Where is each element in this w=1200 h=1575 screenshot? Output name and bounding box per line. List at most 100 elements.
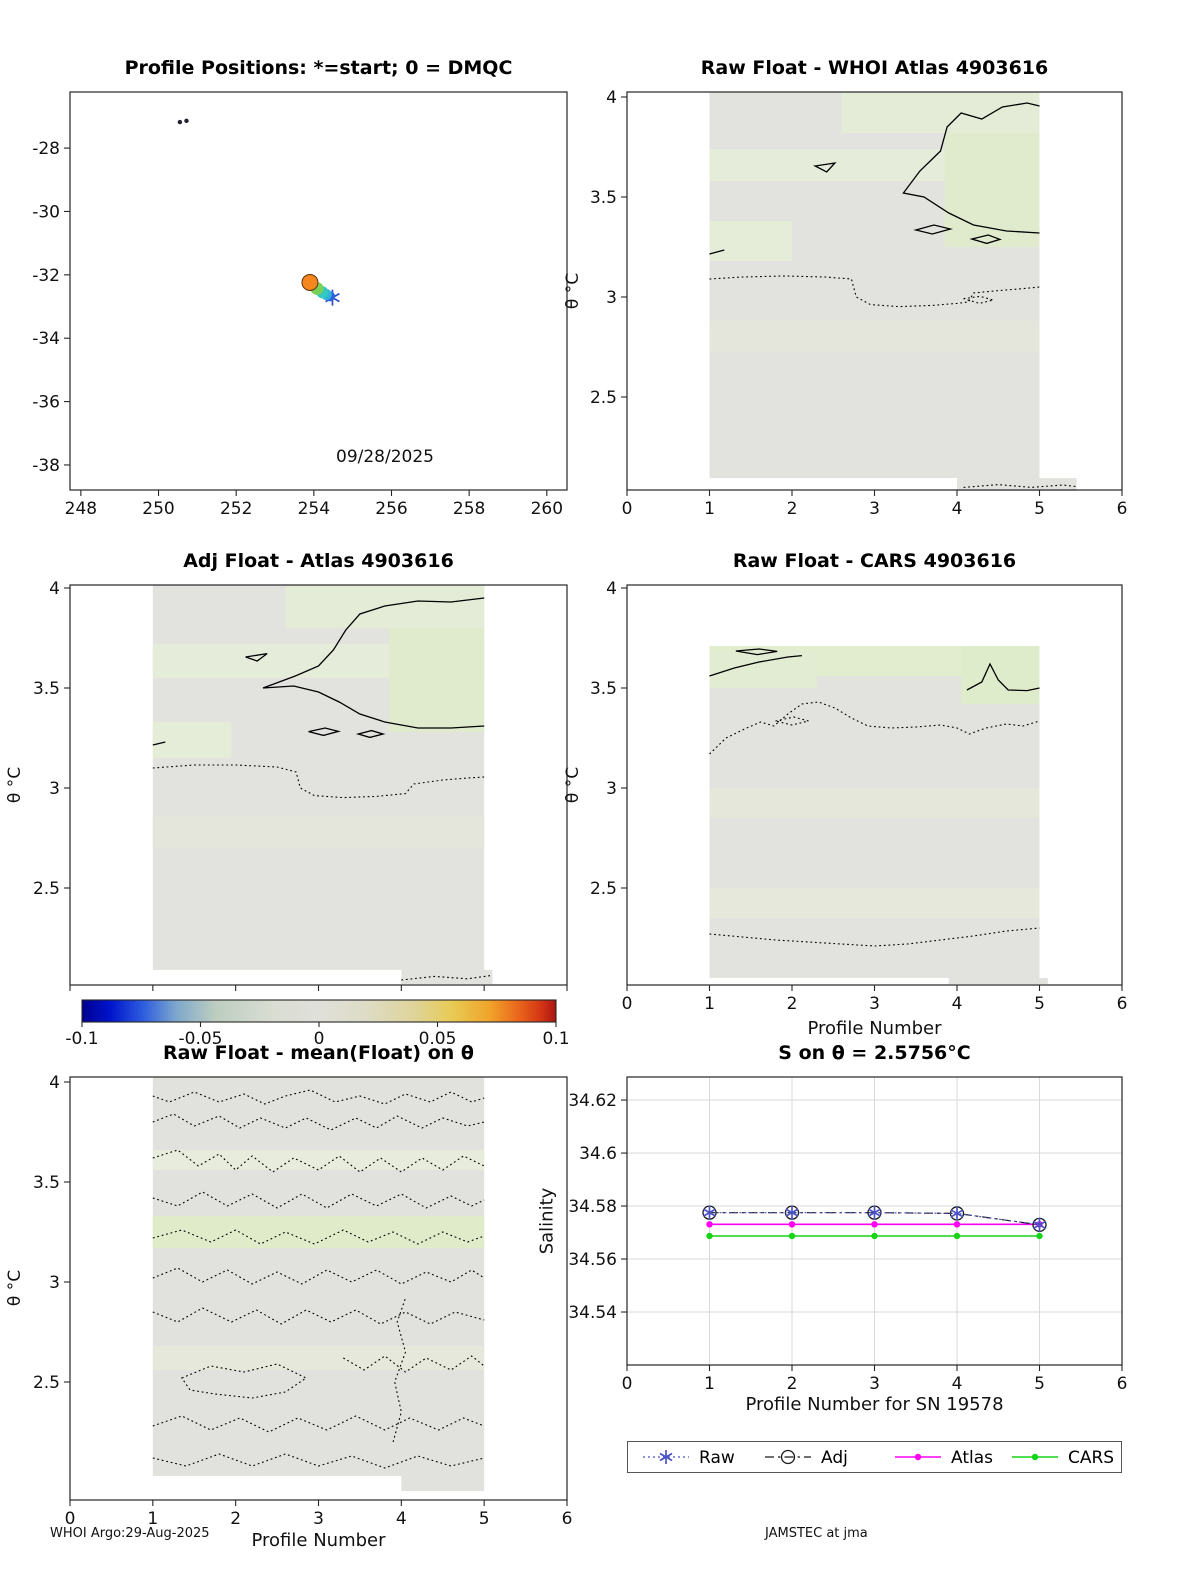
- colorbar-gradient: [81, 999, 557, 1023]
- axis-box: [69, 91, 568, 491]
- raw-cars-plot: 0 1 2 3 4 5 6 2.5 3 3.5 4: [590, 579, 1127, 1014]
- legend-label: CARS: [1068, 1448, 1114, 1468]
- cars-xlabel: Profile Number: [807, 1018, 942, 1039]
- tick-label: -32: [32, 266, 60, 286]
- pcolor-patch: [709, 788, 1040, 818]
- adj-atlas-plot: 2.5 3 3.5 4: [33, 579, 568, 991]
- colorbar-tick-label: -0.1: [65, 1029, 98, 1049]
- tick-label: 4: [49, 579, 60, 599]
- colorbar-tick-label: 0.1: [542, 1029, 569, 1049]
- s-series-plot: 0 1 2 3 4 5 6 34.54 34.56 34.58 34.6 34.62: [568, 1076, 1127, 1394]
- contour-solid: [735, 648, 778, 656]
- adj-atlas-title: Adj Float - Atlas 4903616: [183, 550, 454, 572]
- pcolor-patch: [709, 652, 817, 688]
- tick-label: 2: [230, 1509, 241, 1529]
- asterisk-marker: [868, 1208, 881, 1217]
- pcolor-patch: [961, 646, 1040, 704]
- contour-solid: [966, 662, 1040, 692]
- dot-marker: [953, 1232, 961, 1240]
- tick-label: 1: [704, 1374, 715, 1394]
- pcolor-patch: [152, 1150, 485, 1170]
- tick-label: 2: [787, 499, 798, 519]
- adj-atlas-ylabel: θ °C: [5, 766, 25, 804]
- tick-label: 4: [606, 88, 617, 108]
- pcolor-patch: [948, 978, 1048, 984]
- tick-label: 34.6: [579, 1144, 617, 1164]
- tick-label: 5: [1034, 499, 1045, 519]
- dot-marker: [706, 1232, 713, 1240]
- legend-label: Atlas: [951, 1448, 993, 1468]
- tick-label: 3: [606, 779, 617, 799]
- tick-label: 6: [562, 1509, 573, 1529]
- contour-dotted: [343, 1355, 485, 1373]
- pcolor-patch: [401, 1476, 485, 1491]
- dot-marker: [1036, 1232, 1043, 1240]
- legend-label: Raw: [699, 1448, 735, 1468]
- contour-dotted: [709, 927, 1040, 947]
- tick-label: 0: [622, 499, 633, 519]
- contour-solid: [355, 729, 386, 739]
- pcolor-patch: [401, 970, 493, 984]
- tick-label: 6: [1117, 1374, 1128, 1394]
- tick-label: 6: [1117, 499, 1128, 519]
- profile-position-dot: [301, 273, 319, 291]
- contour-solid: [913, 224, 953, 235]
- map-plot: 248 250 252 254 256 258 260 -38 -36 -34 -32 -30 -28: [32, 91, 568, 519]
- dot-marker: [871, 1221, 878, 1228]
- contour-dotted: [152, 1267, 485, 1285]
- pcolor-patch: [152, 1077, 485, 1476]
- dot-marker: [871, 1232, 878, 1240]
- s-xlabel: Profile Number for SN 19578: [745, 1394, 1004, 1415]
- asterisk-marker: [659, 1452, 673, 1462]
- tick-label: 2: [787, 994, 798, 1014]
- tick-label: 2: [787, 1374, 798, 1394]
- asterisk-marker: [785, 1208, 799, 1217]
- contour-dotted: [401, 975, 491, 981]
- tick-label: 3: [49, 779, 60, 799]
- contour-solid: [709, 654, 802, 677]
- tick-label: 3: [869, 994, 880, 1014]
- dot-marker: [788, 1221, 796, 1228]
- tick-label: 3: [869, 1374, 880, 1394]
- tick-label: 4: [952, 499, 963, 519]
- tick-label: 258: [453, 499, 485, 519]
- dot-marker: [788, 1232, 796, 1240]
- contour-dotted: [152, 1307, 485, 1325]
- tick-label: 2.5: [33, 879, 60, 899]
- map-date-label: 09/28/2025: [336, 447, 434, 467]
- contour-dotted: [392, 1297, 407, 1443]
- contour-solid: [709, 249, 725, 255]
- pcolor-patch: [957, 478, 1077, 491]
- tick-label: -30: [32, 202, 60, 222]
- tick-label: -34: [32, 329, 60, 349]
- tick-label: 0: [622, 994, 633, 1014]
- pcolor-patch: [944, 133, 1040, 247]
- tick-label: 5: [479, 1509, 490, 1529]
- tick-label: 0: [622, 1374, 633, 1394]
- tick-label: 34.58: [568, 1197, 617, 1217]
- contour-dotted: [152, 1229, 485, 1245]
- tick-label: 2.5: [590, 879, 617, 899]
- footer-left: WHOI Argo:29-Aug-2025: [50, 1526, 210, 1541]
- tick-label: 0: [65, 1509, 76, 1529]
- contour-solid: [245, 652, 268, 662]
- dot-marker: [953, 1221, 961, 1228]
- series-legend: Raw Adj Atlas CARS: [627, 1441, 1122, 1473]
- colorbar-tick-label: 0.05: [419, 1029, 457, 1049]
- pcolor-patch: [152, 1216, 485, 1248]
- circle-marker: [780, 1449, 796, 1465]
- tick-label: 252: [220, 499, 252, 519]
- salinity-ylabel: Salinity: [536, 1187, 558, 1255]
- tick-label: 4: [396, 1509, 407, 1529]
- tick-label: 3: [49, 1273, 60, 1293]
- tick-label: 34.62: [568, 1091, 617, 1111]
- tick-label: 2.5: [33, 1373, 60, 1393]
- raw-cars-ylabel: θ °C: [563, 766, 583, 804]
- tick-label: 3.5: [33, 1173, 60, 1193]
- tick-label: 3.5: [590, 188, 617, 208]
- contour-solid: [152, 741, 166, 746]
- asterisk-marker: [703, 1208, 716, 1217]
- legend-box: [627, 1441, 1122, 1473]
- tick-label: 5: [1034, 1374, 1045, 1394]
